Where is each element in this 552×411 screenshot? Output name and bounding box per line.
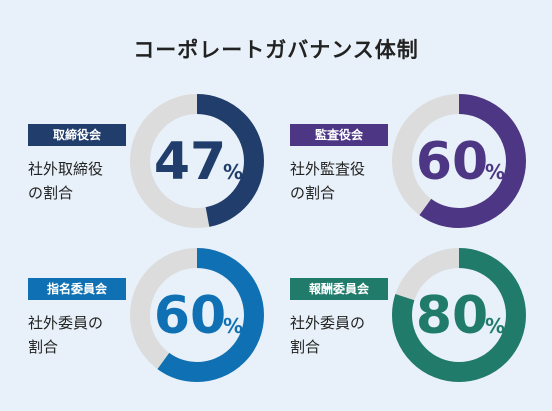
percent-value: 47 bbox=[154, 132, 226, 192]
description-line-1: 社外監査役 bbox=[290, 160, 366, 178]
donut-value-arc bbox=[392, 94, 526, 228]
page-title: コーポレートガバナンス体制 bbox=[133, 38, 419, 62]
chart-description: 社外取締役 の割合 bbox=[28, 157, 126, 205]
percent-value: 60 bbox=[416, 132, 488, 192]
description-line-1: 社外委員の bbox=[290, 314, 366, 332]
chart-description: 社外委員の 割合 bbox=[290, 311, 388, 359]
donut-value-arc bbox=[392, 248, 526, 382]
description-line-1: 社外取締役 bbox=[28, 160, 104, 178]
percent-unit: % bbox=[485, 314, 505, 338]
percent-value: 60 bbox=[154, 286, 226, 346]
label-badge: 監査役会 bbox=[290, 124, 388, 146]
donut-chart: 60 % bbox=[392, 94, 526, 228]
chart-description: 社外委員の 割合 bbox=[28, 311, 126, 359]
chart-description: 社外監査役 の割合 bbox=[290, 157, 388, 205]
description-line-2: の割合 bbox=[28, 184, 74, 202]
donut-chart: 60 % bbox=[130, 248, 264, 382]
percent-unit: % bbox=[485, 160, 505, 184]
description-line-1: 社外委員の bbox=[28, 314, 104, 332]
governance-panel-audit: 監査役会 社外監査役 の割合 60 % bbox=[290, 94, 540, 228]
description-line-2: 割合 bbox=[290, 338, 321, 356]
description-line-2: 割合 bbox=[28, 338, 59, 356]
percent-value: 80 bbox=[416, 286, 488, 346]
description-line-2: の割合 bbox=[290, 184, 336, 202]
governance-panel-nomination: 指名委員会 社外委員の 割合 60 % bbox=[28, 248, 278, 382]
donut-chart: 80 % bbox=[392, 248, 526, 382]
percent-unit: % bbox=[223, 314, 243, 338]
label-badge: 取締役会 bbox=[28, 124, 126, 146]
governance-panel-board: 取締役会 社外取締役 の割合 47 % bbox=[28, 94, 278, 228]
percent-unit: % bbox=[223, 160, 243, 184]
donut-value-arc bbox=[130, 248, 264, 382]
governance-panel-compensation: 報酬委員会 社外委員の 割合 80 % bbox=[290, 248, 540, 382]
donut-chart: 47 % bbox=[130, 94, 264, 228]
label-badge: 報酬委員会 bbox=[290, 278, 388, 300]
donut-value-arc bbox=[130, 94, 264, 228]
label-badge: 指名委員会 bbox=[28, 278, 126, 300]
